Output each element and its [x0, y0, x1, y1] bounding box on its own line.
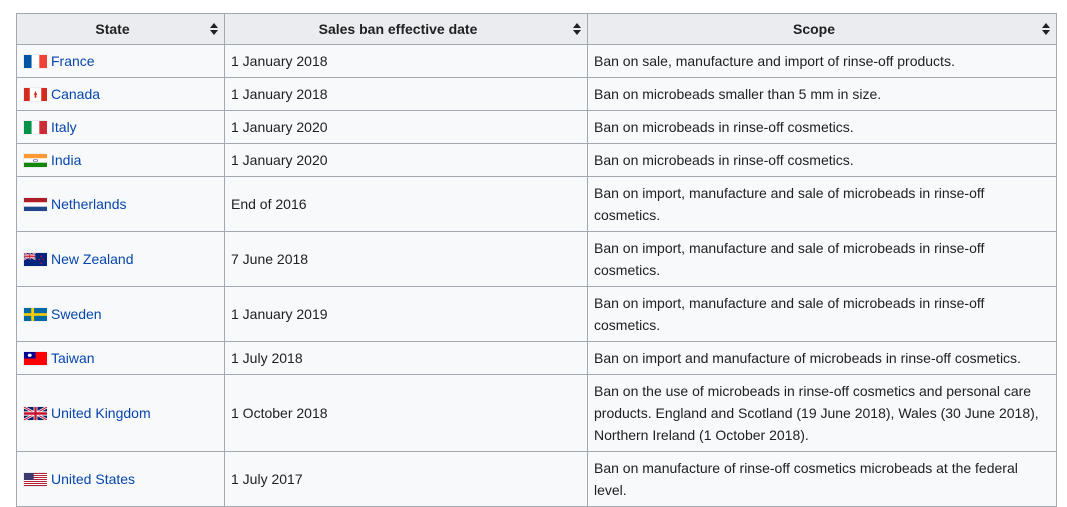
date-cell: 1 July 2018 — [224, 341, 588, 375]
date-cell: 7 June 2018 — [224, 231, 588, 287]
state-cell: New Zealand — [16, 231, 225, 287]
state-cell: United Kingdom — [16, 374, 225, 452]
table-row: New Zealand 7 June 2018 Ban on import, m… — [16, 231, 1057, 287]
sort-icon[interactable] — [1042, 23, 1050, 35]
state-link[interactable]: New Zealand — [51, 251, 134, 267]
scope-cell: Ban on sale, manufacture and import of r… — [587, 44, 1057, 78]
date-cell: 1 July 2017 — [224, 451, 588, 507]
column-header-label: State — [95, 21, 130, 37]
date-cell: 1 January 2019 — [224, 286, 588, 342]
state-cell: Italy — [16, 110, 225, 144]
scope-cell: Ban on import, manufacture and sale of m… — [587, 231, 1057, 287]
state-link[interactable]: India — [51, 152, 82, 168]
table-row: United Kingdom 1 October 2018 Ban on the… — [16, 374, 1057, 452]
state-link[interactable]: United States — [51, 471, 136, 487]
header-row: State Sales ban effective date Scope — [16, 13, 1057, 45]
scope-cell: Ban on microbeads smaller than 5 mm in s… — [587, 77, 1057, 111]
column-header-label: Sales ban effective date — [318, 21, 478, 37]
column-header-date[interactable]: Sales ban effective date — [224, 13, 588, 45]
table-container: State Sales ban effective date Scope Fra… — [16, 13, 1057, 507]
state-link[interactable]: Italy — [51, 119, 77, 135]
table-row: India 1 January 2020 Ban on microbeads i… — [16, 143, 1057, 177]
scope-cell: Ban on import, manufacture and sale of m… — [587, 286, 1057, 342]
column-header-scope[interactable]: Scope — [587, 13, 1057, 45]
flag-united-kingdom-icon — [23, 406, 47, 421]
table-row: Sweden 1 January 2019 Ban on import, man… — [16, 286, 1057, 342]
scope-cell: Ban on microbeads in rinse-off cosmetics… — [587, 110, 1057, 144]
date-cell: 1 January 2020 — [224, 143, 588, 177]
state-link[interactable]: France — [51, 53, 95, 69]
flag-taiwan-icon — [23, 351, 47, 366]
state-cell: Taiwan — [16, 341, 225, 375]
flag-india-icon — [23, 153, 47, 168]
flag-france-icon — [23, 54, 47, 69]
date-cell: End of 2016 — [224, 176, 588, 232]
table-row: Italy 1 January 2020 Ban on microbeads i… — [16, 110, 1057, 144]
state-cell: France — [16, 44, 225, 78]
column-header-state[interactable]: State — [16, 13, 225, 45]
state-link[interactable]: Canada — [51, 86, 101, 102]
scope-cell: Ban on import, manufacture and sale of m… — [587, 176, 1057, 232]
state-cell: Canada — [16, 77, 225, 111]
table-row: United States 1 July 2017 Ban on manufac… — [16, 451, 1057, 507]
table-row: Netherlands End of 2016 Ban on import, m… — [16, 176, 1057, 232]
state-cell: United States — [16, 451, 225, 507]
state-link[interactable]: Netherlands — [51, 196, 127, 212]
column-header-label: Scope — [792, 21, 835, 37]
state-link[interactable]: United Kingdom — [51, 405, 151, 421]
date-cell: 1 January 2020 — [224, 110, 588, 144]
scope-cell: Ban on import and manufacture of microbe… — [587, 341, 1057, 375]
sort-icon[interactable] — [210, 23, 218, 35]
flag-sweden-icon — [23, 307, 47, 322]
state-link[interactable]: Sweden — [51, 306, 102, 322]
state-cell: Sweden — [16, 286, 225, 342]
table-row: France 1 January 2018 Ban on sale, manuf… — [16, 44, 1057, 78]
scope-cell: Ban on manufacture of rinse-off cosmetic… — [587, 451, 1057, 507]
table-row: Taiwan 1 July 2018 Ban on import and man… — [16, 341, 1057, 375]
scope-cell: Ban on microbeads in rinse-off cosmetics… — [587, 143, 1057, 177]
state-cell: India — [16, 143, 225, 177]
microbead-ban-table: State Sales ban effective date Scope Fra… — [16, 13, 1057, 507]
flag-canada-icon — [23, 87, 47, 102]
sort-icon[interactable] — [573, 23, 581, 35]
date-cell: 1 January 2018 — [224, 77, 588, 111]
scope-cell: Ban on the use of microbeads in rinse-of… — [587, 374, 1057, 452]
table-row: Canada 1 January 2018 Ban on microbeads … — [16, 77, 1057, 111]
state-link[interactable]: Taiwan — [51, 350, 95, 366]
flag-italy-icon — [23, 120, 47, 135]
state-cell: Netherlands — [16, 176, 225, 232]
date-cell: 1 January 2018 — [224, 44, 588, 78]
date-cell: 1 October 2018 — [224, 374, 588, 452]
flag-new-zealand-icon — [23, 252, 47, 267]
flag-netherlands-icon — [23, 197, 47, 212]
